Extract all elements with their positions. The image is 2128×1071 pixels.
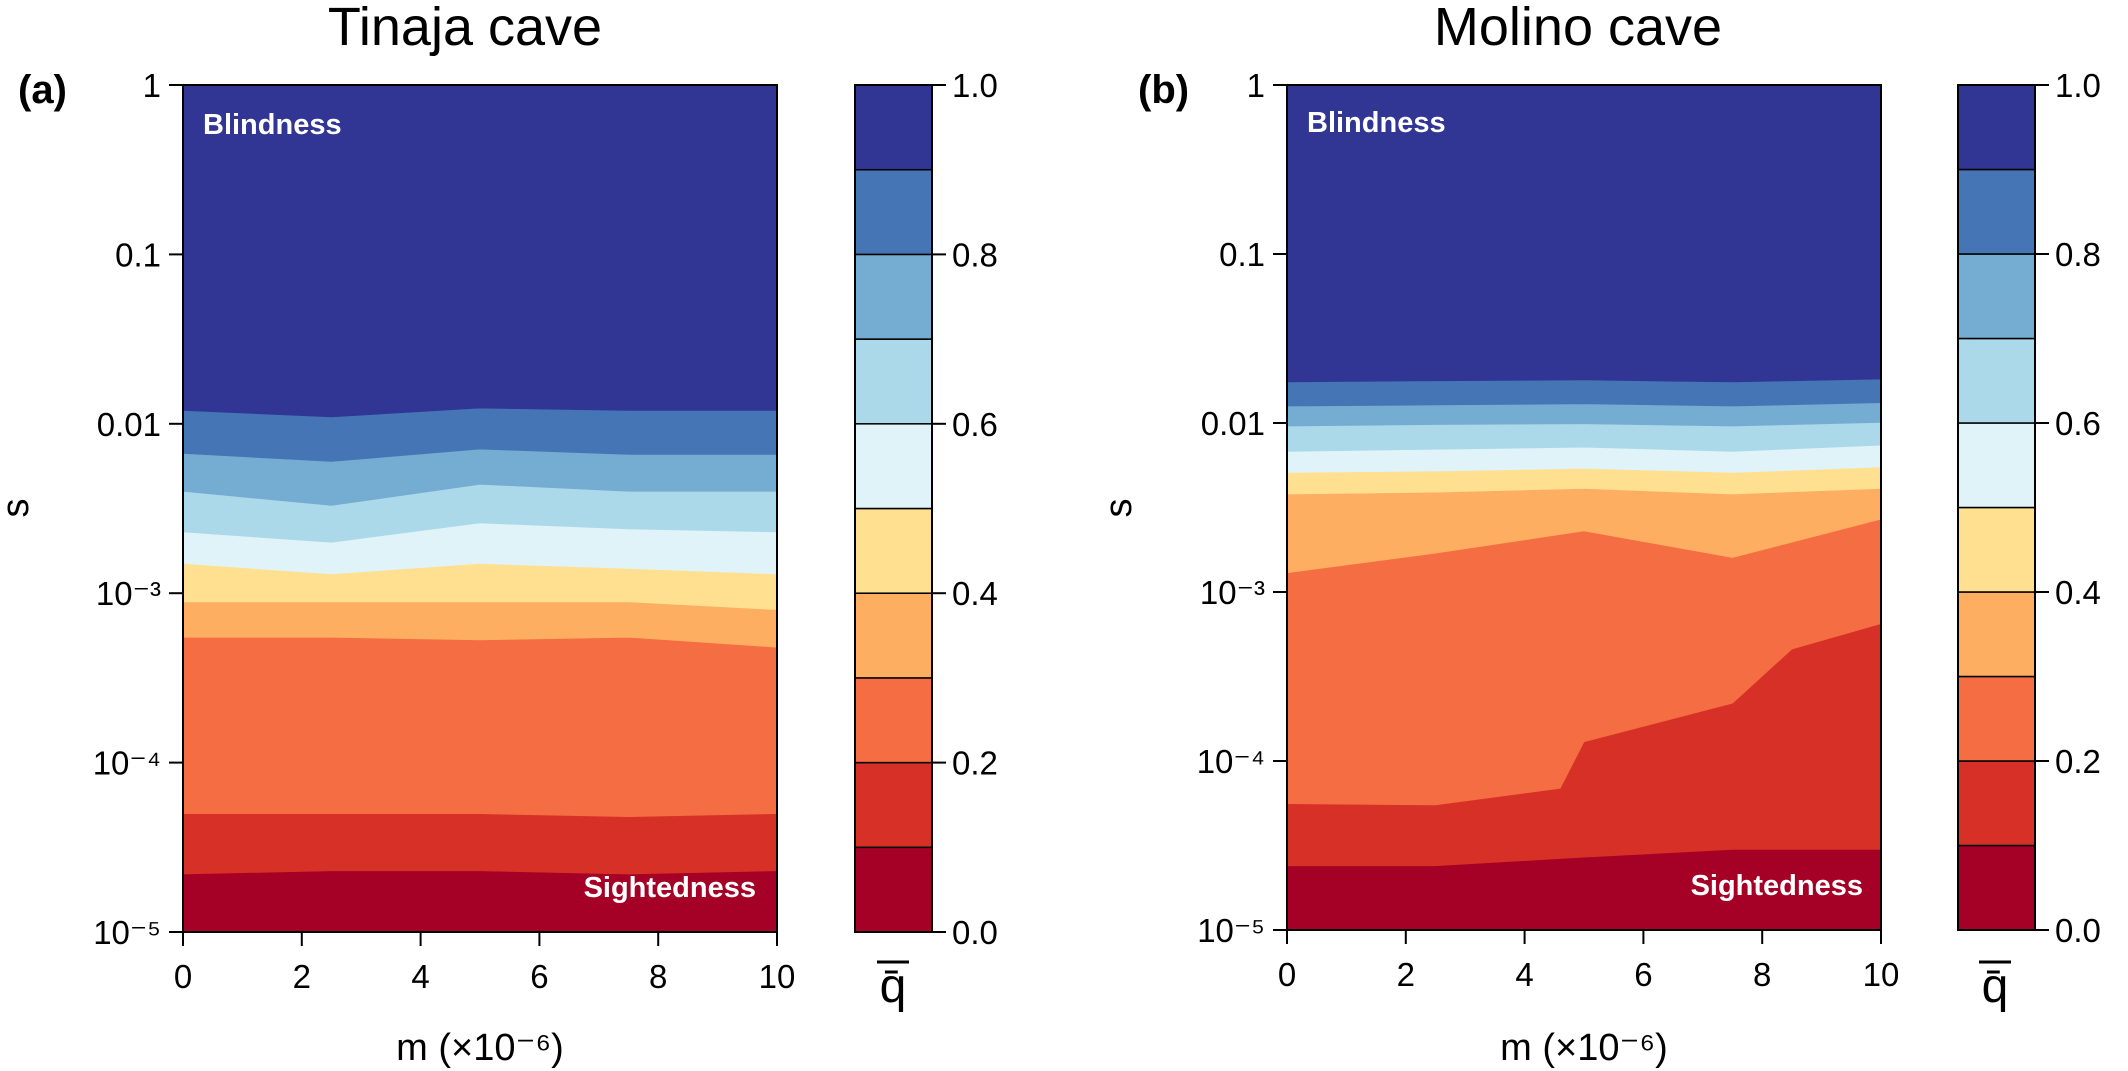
contour-bands	[182, 84, 778, 933]
colorbar-swatch	[854, 761, 933, 849]
colorbar-swatch	[1957, 844, 2036, 931]
x-tick-label: 8	[649, 958, 667, 995]
panel-title: Molino cave	[1434, 0, 1722, 57]
y-tick-label: 10⁻⁴	[93, 745, 161, 782]
colorbar-swatch	[1957, 337, 2036, 424]
colorbar-swatch	[854, 592, 933, 679]
x-tick-label: 8	[1753, 956, 1771, 993]
x-axis-label: m (×10⁻⁶)	[396, 1027, 564, 1069]
colorbar-swatch	[1957, 422, 2036, 509]
colorbar: 0.0 0.2 0.4 0.6 0.8 1.0	[854, 67, 998, 951]
y-tick-label: 0.01	[1201, 405, 1265, 442]
y-tick-label: 1	[1247, 67, 1265, 104]
contour-bands	[1286, 84, 1882, 931]
y-axis-label: s	[0, 499, 37, 518]
colorbar-swatch	[854, 253, 933, 340]
colorbar-swatch	[1957, 253, 2036, 340]
y-axis: 10⁻⁵ 10⁻⁴ 10⁻³ 0.01 0.1 1	[93, 67, 183, 951]
x-tick-label: 6	[1634, 956, 1652, 993]
colorbar-tick-label: 1.0	[2055, 67, 2101, 104]
x-tick-label: 0	[1278, 956, 1296, 993]
x-tick-label: 10	[759, 958, 796, 995]
plot-frame	[1286, 84, 1882, 931]
colorbar-frame	[1957, 84, 2036, 931]
plot-frame	[182, 84, 778, 933]
colorbar-swatch	[1957, 760, 2036, 847]
y-tick-label: 10⁻³	[1200, 574, 1265, 611]
x-tick-label: 4	[411, 958, 429, 995]
colorbar-swatch	[854, 507, 933, 594]
y-tick-label: 1	[143, 67, 161, 104]
x-axis: 0 2 4 6 8 10	[174, 932, 796, 995]
x-axis: 0 2 4 6 8 10	[1278, 930, 1900, 993]
blindness-label: Blindness	[1307, 107, 1446, 139]
colorbar-tick-label: 1.0	[952, 67, 998, 104]
annotations: Blindness Sightedness	[1307, 107, 1863, 902]
y-tick-label: 0.01	[97, 406, 161, 443]
x-tick-label: 2	[1397, 956, 1415, 993]
y-tick-label: 10⁻³	[96, 575, 161, 612]
panel-title: Tinaja cave	[328, 0, 602, 57]
colorbar-swatch	[854, 677, 933, 764]
blindness-label: Blindness	[203, 109, 342, 141]
colorbar-swatch	[1957, 84, 2036, 171]
band-0.1-0.2	[182, 813, 778, 875]
panel-label: (a)	[18, 68, 67, 112]
colorbar-tick-label: 0.6	[2055, 405, 2101, 442]
x-axis-label: m (×10⁻⁶)	[1500, 1027, 1668, 1069]
annotations: Blindness Sightedness	[203, 109, 756, 904]
sightedness-label: Sightedness	[1691, 870, 1863, 902]
panel-tinaja: Tinaja cave (a) Blindness Sightedness 0 2…	[0, 0, 998, 1069]
colorbar-tick-label: 0.2	[2055, 743, 2101, 780]
colorbar-tick-label: 0.4	[952, 575, 998, 612]
band-0.2-0.3	[182, 636, 778, 818]
x-tick-label: 6	[530, 958, 548, 995]
y-tick-label: 0.1	[1219, 236, 1265, 273]
y-axis-label: s	[1098, 499, 1140, 518]
colorbar-swatch	[854, 84, 933, 171]
colorbar-swatch	[1957, 168, 2036, 255]
y-tick-label: 0.1	[115, 236, 161, 273]
panel-label: (b)	[1138, 68, 1189, 112]
x-tick-label: 10	[1863, 956, 1900, 993]
band-0.6-0.7	[1286, 421, 1882, 452]
colorbar-label: q̄	[1982, 960, 2009, 1013]
y-tick-label: 10⁻⁴	[1197, 743, 1265, 780]
colorbar-swatch	[1957, 675, 2036, 762]
sightedness-label: Sightedness	[584, 872, 756, 904]
colorbar-frame	[854, 84, 933, 933]
colorbar-tick-label: 0.4	[2055, 574, 2101, 611]
y-tick-label: 10⁻⁵	[1197, 912, 1265, 949]
colorbar-tick-label: 0.8	[952, 236, 998, 273]
colorbar-tick-label: 0.8	[2055, 236, 2101, 273]
colorbar: 0.0 0.2 0.4 0.6 0.8 1.0	[1957, 67, 2101, 949]
x-tick-label: 0	[174, 958, 192, 995]
colorbar-tick-label: 0.2	[952, 745, 998, 782]
colorbar-swatch	[1957, 506, 2036, 593]
colorbar-swatch	[854, 846, 933, 933]
colorbar-tick-label: 0.6	[952, 406, 998, 443]
colorbar-tick-label: 0.0	[2055, 912, 2101, 949]
band-0.8-0.9	[1286, 378, 1882, 407]
colorbar-label: q̄	[880, 960, 907, 1013]
colorbar-swatch	[1957, 591, 2036, 678]
colorbar-swatch	[854, 168, 933, 256]
y-axis: 10⁻⁵ 10⁻⁴ 10⁻³ 0.01 0.1 1	[1197, 67, 1287, 949]
colorbar-swatch	[854, 423, 933, 510]
y-tick-label: 10⁻⁵	[93, 914, 161, 951]
band-0.7-0.8	[1286, 402, 1882, 427]
colorbar-tick-label: 0.0	[952, 914, 998, 951]
x-tick-label: 2	[293, 958, 311, 995]
x-tick-label: 4	[1515, 956, 1533, 993]
panel-molino: Molino cave (b) Blindness Sightedness 0 2…	[1098, 0, 2101, 1069]
colorbar-swatch	[854, 338, 933, 425]
